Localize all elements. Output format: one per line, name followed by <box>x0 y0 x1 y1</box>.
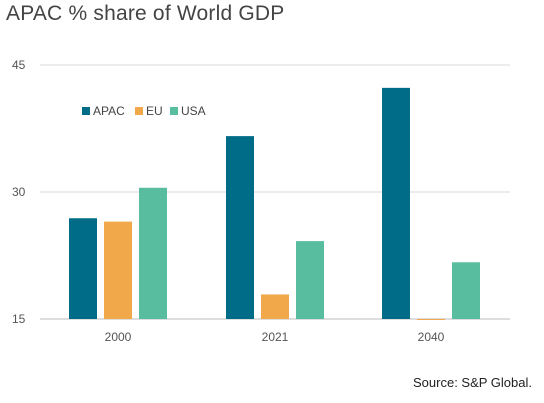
legend-label-apac: APAC <box>93 104 125 118</box>
y-tick-label: 45 <box>12 58 26 72</box>
bar-usa-2021 <box>296 241 324 319</box>
chart-title: APAC % share of World GDP <box>6 2 285 25</box>
x-category-label: 2021 <box>262 330 289 344</box>
bar-eu-2000 <box>104 221 132 319</box>
x-category-label: 2040 <box>418 330 445 344</box>
x-category-label: 2000 <box>105 330 132 344</box>
y-tick-label: 30 <box>12 185 26 199</box>
legend-swatch-eu <box>135 107 143 115</box>
legend-swatch-usa <box>170 107 178 115</box>
source-note: Source: S&P Global. <box>413 375 532 390</box>
bar-usa-2040 <box>452 262 480 319</box>
legend-label-eu: EU <box>146 104 163 118</box>
bar-eu-2040 <box>417 319 445 320</box>
bar-apac-2040 <box>382 87 410 319</box>
bar-apac-2000 <box>69 218 97 319</box>
bar-eu-2021 <box>261 294 289 319</box>
bar-apac-2021 <box>226 136 254 319</box>
bar-usa-2000 <box>139 187 167 319</box>
legend-label-usa: USA <box>181 104 206 118</box>
legend-swatch-apac <box>82 107 90 115</box>
y-tick-label: 15 <box>12 312 26 326</box>
